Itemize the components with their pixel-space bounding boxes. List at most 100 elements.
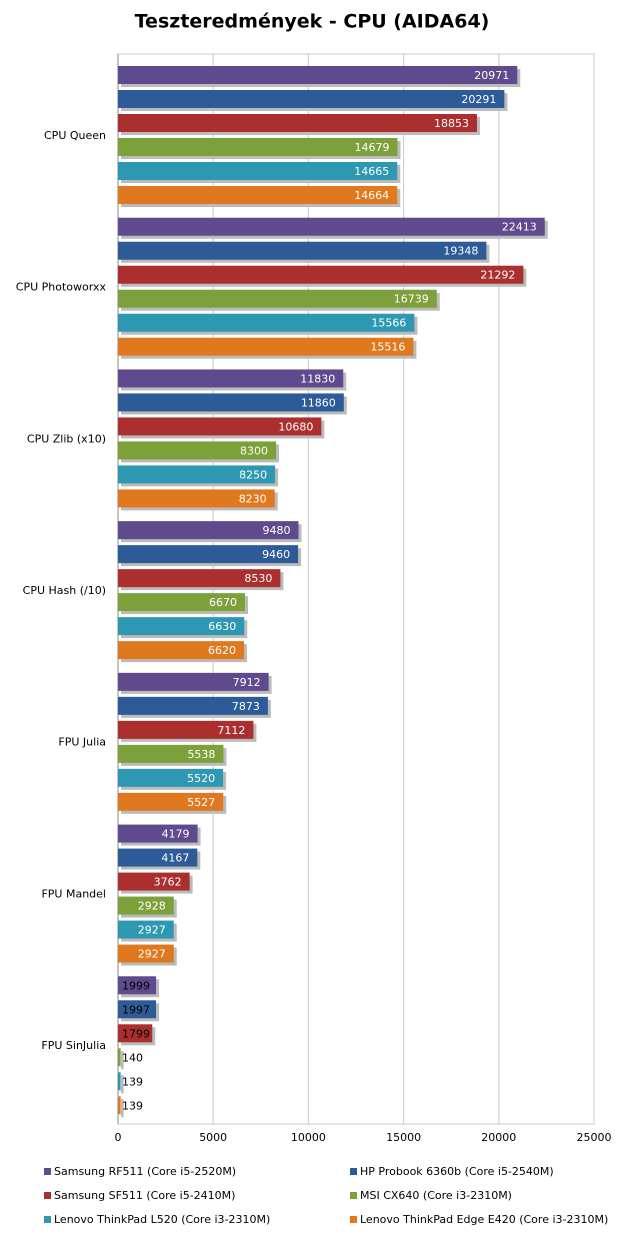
value-label: 11860 [301,396,336,409]
legend-swatch [44,1168,51,1175]
bar [118,569,281,588]
value-label: 5520 [187,772,215,785]
value-label: 14679 [354,141,389,154]
bar [118,217,545,236]
bar [118,417,322,436]
bar [118,896,174,915]
bar [118,313,415,332]
value-label: 6620 [208,644,236,657]
x-tick-label: 5000 [199,1131,227,1144]
value-label: 8300 [240,444,268,457]
category-label: FPU SinJulia [41,1039,106,1052]
category-label: CPU Zlib (x10) [27,432,106,445]
value-label: 21292 [480,269,515,282]
bar [118,521,299,540]
value-label: 20971 [474,69,509,82]
value-label: 3762 [154,876,182,889]
bar [118,489,275,508]
bar [118,792,224,811]
value-label: 7873 [232,700,260,713]
value-label: 8230 [239,492,267,505]
legend-label: Samsung RF511 (Core i5-2520M) [54,1165,236,1178]
bar [118,593,245,612]
bar [118,1000,157,1019]
value-label: 6630 [208,620,236,633]
value-label: 5538 [187,748,215,761]
chart-title: Teszteredmények - CPU (AIDA64) [135,11,490,33]
bar [118,1024,153,1043]
bar [118,920,174,939]
bar [118,289,437,308]
x-tick-label: 0 [115,1131,122,1144]
category-label: FPU Julia [58,736,106,749]
bar [118,465,276,484]
value-label: 139 [122,1099,143,1112]
bar [118,441,277,460]
value-label: 1799 [122,1027,150,1040]
bar [118,848,198,867]
value-label: 139 [122,1075,143,1088]
bar [118,114,477,132]
legend-swatch [44,1216,51,1223]
x-tick-label: 15000 [386,1131,421,1144]
value-label: 4167 [161,852,189,865]
value-label: 9480 [262,524,290,537]
legend-label: HP Probook 6360b (Core i5-2540M) [360,1165,554,1178]
bar [118,1048,121,1067]
bar [118,337,414,356]
x-tick-label: 20000 [481,1131,516,1144]
bar [118,393,344,412]
bar [118,66,518,84]
bar [118,720,254,739]
value-label: 20291 [461,93,496,106]
bar [118,265,524,284]
category-label: CPU Hash (/10) [23,584,106,597]
legend-label: Samsung SF511 (Core i5-2410M) [54,1189,235,1202]
bar [118,1072,121,1091]
value-label: 15566 [371,317,406,330]
bar [118,672,269,691]
value-label: 10680 [278,420,313,433]
bar [118,1096,121,1115]
category-label: CPU Photoworxx [16,281,107,294]
bar [118,744,224,763]
legend-swatch [350,1192,357,1199]
bar [118,90,505,108]
bar-shadow [121,1075,124,1094]
legend-swatch [350,1216,357,1223]
value-label: 8530 [244,572,272,585]
bar [118,976,157,995]
bar [118,617,245,636]
value-label: 16739 [394,293,429,306]
value-label: 19348 [443,245,478,258]
value-label: 9460 [262,548,290,561]
x-tick-label: 25000 [577,1131,612,1144]
legend-swatch [44,1192,51,1199]
value-label: 140 [122,1051,143,1064]
bar [118,872,190,891]
value-label: 2928 [138,900,166,913]
bar [118,162,398,180]
bar [118,186,398,204]
value-label: 1999 [122,979,150,992]
value-label: 14665 [354,165,389,178]
legend-label: Lenovo ThinkPad Edge E420 (Core i3-2310M… [360,1213,608,1226]
bar-shadow [121,1099,124,1118]
value-label: 6670 [209,596,237,609]
value-label: 2927 [138,948,166,961]
value-label: 7912 [233,676,261,689]
bar [118,241,487,260]
bar [118,138,398,156]
value-label: 22413 [502,221,537,234]
value-label: 4179 [162,828,190,841]
bar [118,824,198,843]
value-label: 1997 [122,1003,150,1016]
value-label: 11830 [300,372,335,385]
bar [118,545,299,564]
value-label: 18853 [434,117,469,130]
category-label: CPU Queen [44,129,106,142]
value-label: 8250 [239,468,267,481]
legend-label: Lenovo ThinkPad L520 (Core i3-2310M) [54,1213,270,1226]
bar [118,641,245,660]
